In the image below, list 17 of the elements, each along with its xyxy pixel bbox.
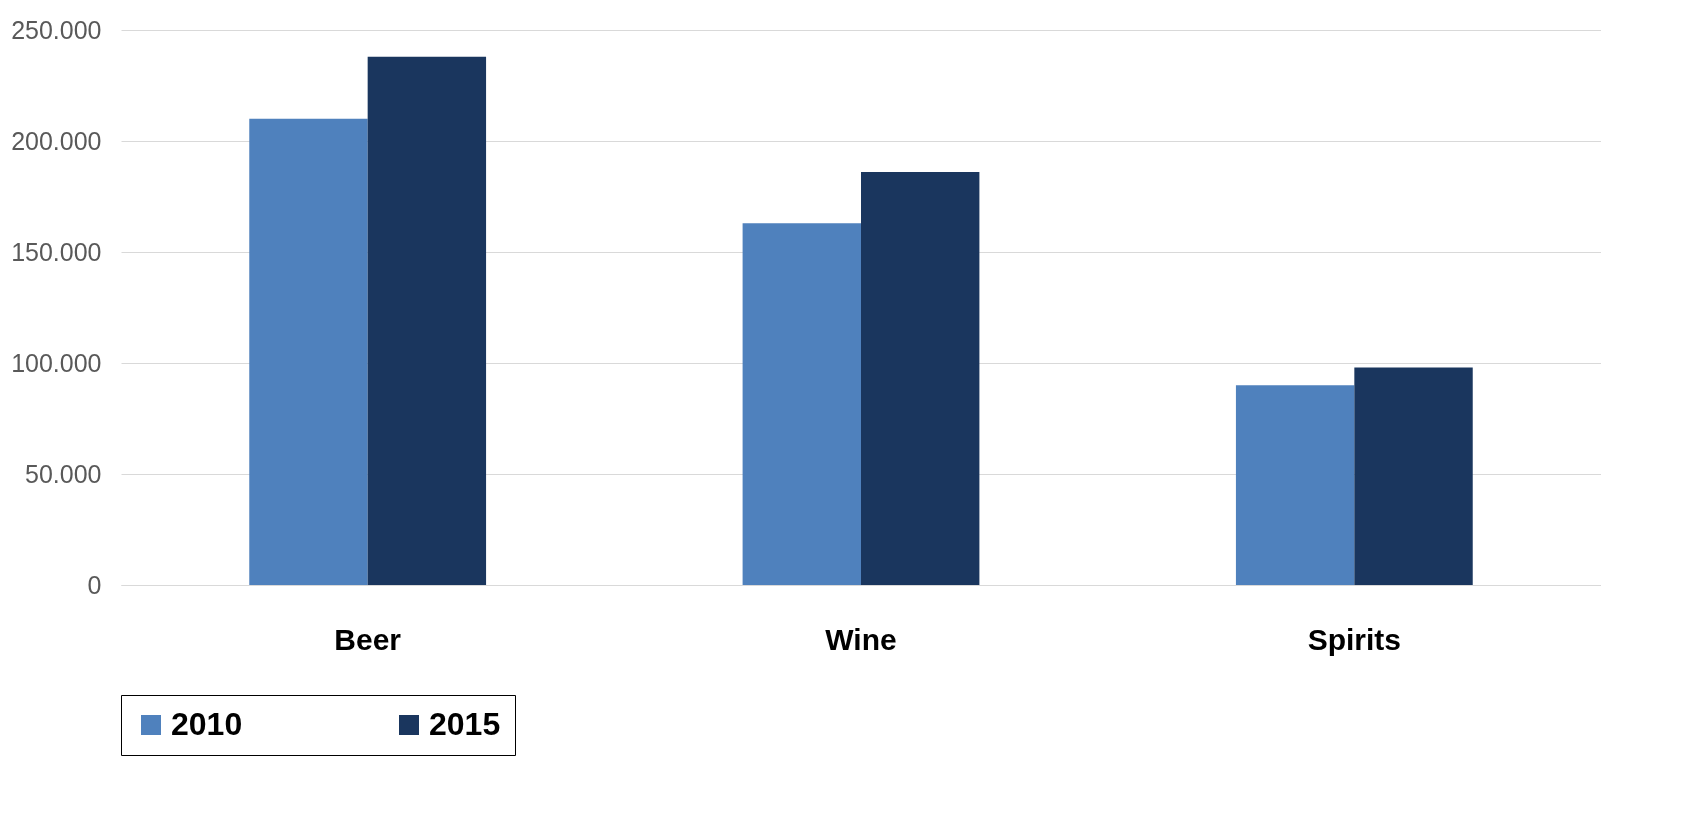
bar	[861, 172, 980, 585]
x-tick-label: Spirits	[1307, 622, 1402, 656]
y-tick-label: 150.000	[11, 237, 102, 266]
y-tick-label: 50.000	[25, 459, 102, 488]
bar	[367, 56, 487, 585]
bar	[1235, 385, 1355, 585]
y-tick-label: 100.000	[11, 348, 102, 377]
bar	[249, 118, 368, 585]
x-tick-label: Wine	[825, 622, 897, 656]
legend-label: 2010	[171, 706, 243, 742]
bar	[1354, 367, 1473, 585]
legend-label: 2015	[429, 706, 501, 742]
y-tick-label: 200.000	[11, 126, 102, 155]
y-tick-label: 0	[87, 570, 102, 599]
bar	[742, 223, 861, 585]
x-tick-label: Beer	[334, 622, 402, 656]
y-tick-label: 250.000	[11, 15, 102, 44]
